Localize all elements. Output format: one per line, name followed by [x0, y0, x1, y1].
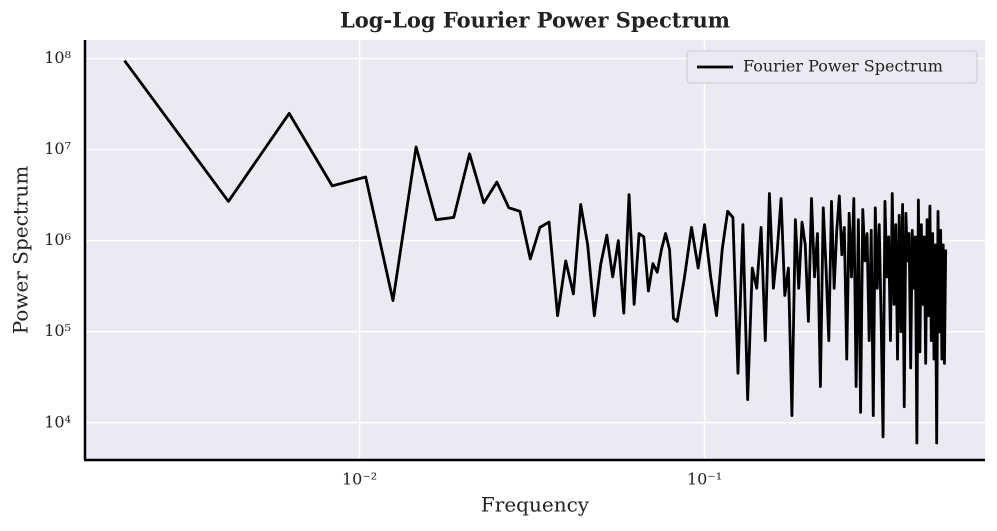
y-tick-label: 10⁶ — [44, 230, 71, 249]
y-tick-label: 10⁷ — [44, 139, 71, 158]
y-tick-label: 10⁵ — [44, 321, 71, 340]
legend-frame — [686, 50, 978, 84]
legend: Fourier Power Spectrum — [686, 50, 978, 84]
x-tick-label: 10⁻¹ — [687, 470, 722, 489]
chart-title: Log-Log Fourier Power Spectrum — [340, 8, 730, 33]
y-tick-label: 10⁸ — [44, 48, 71, 67]
marks — [123, 59, 948, 445]
legend-label: Fourier Power Spectrum — [743, 57, 943, 76]
y-tick-label: 10⁴ — [44, 412, 71, 431]
y-axis-label: Power Spectrum — [9, 166, 33, 335]
spectrum-line — [123, 59, 948, 445]
x-axis-label: Frequency — [481, 493, 590, 517]
x-tick-label: 10⁻² — [342, 470, 377, 489]
